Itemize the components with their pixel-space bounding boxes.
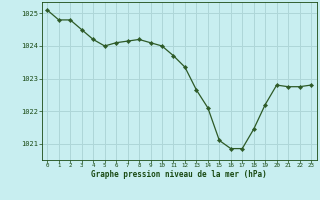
X-axis label: Graphe pression niveau de la mer (hPa): Graphe pression niveau de la mer (hPa) xyxy=(91,170,267,179)
